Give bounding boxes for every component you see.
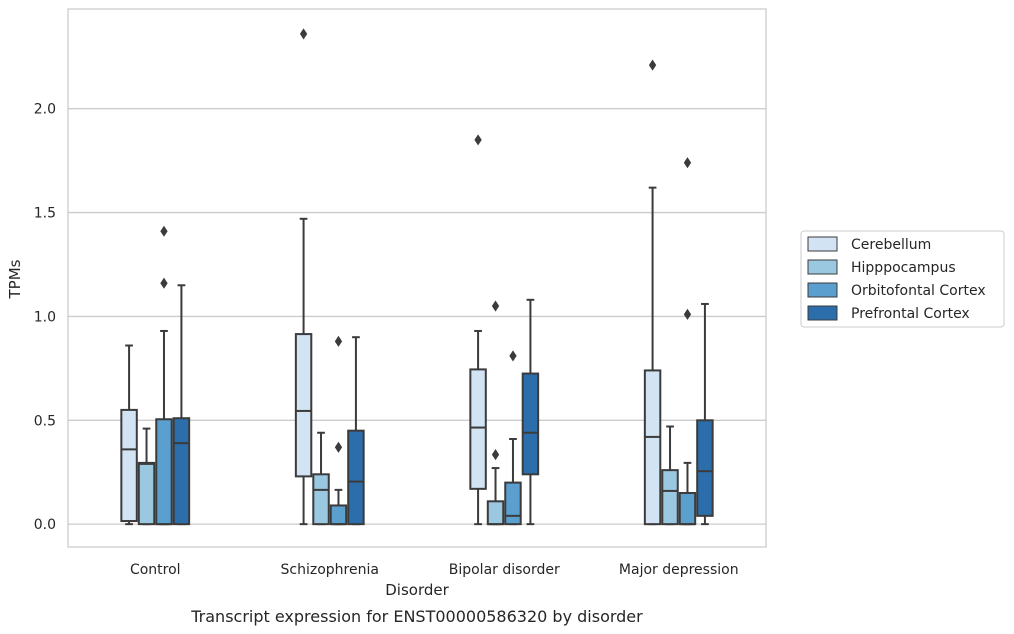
box [155, 225, 173, 526]
x-tick-label: Control [130, 562, 181, 578]
outlier-point [683, 157, 692, 169]
y-tick-label: 1.5 [34, 206, 56, 222]
box-body [678, 491, 697, 526]
box-body [137, 461, 156, 526]
box [643, 59, 662, 526]
legend-swatch [807, 259, 838, 275]
legend-swatch [807, 282, 838, 298]
box [521, 298, 540, 526]
box-body [469, 368, 487, 490]
box-body [172, 417, 191, 526]
outlier-point [509, 350, 517, 362]
legend-label: Orbitofontal Cortex [851, 283, 986, 299]
outlier-point [474, 134, 482, 146]
outlier-point [334, 441, 343, 453]
box [294, 28, 313, 526]
x-tick-label: Bipolar disorder [449, 562, 560, 578]
box [172, 284, 191, 526]
y-tick-label: 0.5 [34, 413, 56, 429]
legend-swatch [807, 305, 838, 321]
x-axis-label: Disorder [385, 581, 449, 599]
box-body [643, 369, 662, 526]
box [312, 431, 330, 526]
box-body [504, 481, 522, 526]
box-body [120, 408, 138, 523]
box [661, 425, 679, 526]
box [486, 300, 505, 526]
legend-frame [800, 230, 1005, 328]
y-tick-label: 2.0 [34, 102, 56, 118]
x-tick-label: Major depression [619, 562, 739, 578]
box-body [329, 504, 348, 526]
outlier-point [334, 335, 343, 347]
legend: Cerebellum Hipppocampus Orbitofontal Corte… [800, 230, 1005, 328]
y-axis-label: TPMs [6, 259, 24, 299]
box [347, 336, 365, 526]
y-tick-labels: 0.0 0.5 1.0 1.5 2.0 [34, 102, 56, 533]
box [329, 335, 348, 526]
box-body [521, 372, 540, 476]
box [504, 350, 522, 526]
box [696, 302, 714, 526]
y-tick-label: 0.0 [34, 517, 56, 533]
x-tick-labels: Control Schizophrenia Bipolar disorder Majo… [130, 562, 739, 578]
outlier-point [160, 277, 168, 289]
box-body [312, 473, 330, 526]
legend-label: Hipppocampus [851, 260, 956, 276]
box-body [347, 429, 365, 526]
legend-swatch [807, 236, 838, 252]
legend-label: Prefrontal Cortex [851, 306, 970, 322]
box [469, 134, 487, 526]
box-body [155, 418, 173, 526]
box-body [661, 469, 679, 526]
plot-frame [67, 8, 767, 548]
outlier-point [160, 225, 168, 237]
box [120, 344, 138, 526]
outlier-point [683, 308, 692, 320]
outlier-point [299, 28, 308, 40]
outlier-point [491, 449, 500, 461]
legend-label: Cerebellum [851, 237, 931, 253]
box-body [294, 333, 313, 478]
outlier-point [648, 59, 657, 71]
box [137, 427, 156, 526]
box-body [696, 419, 714, 517]
y-tick-label: 1.0 [34, 309, 56, 325]
box [678, 157, 697, 526]
box-body [486, 500, 505, 526]
box-groups [120, 28, 714, 526]
outlier-point [491, 300, 500, 312]
x-tick-label: Schizophrenia [281, 562, 379, 578]
chart-caption: Transcript expression for ENST0000058632… [190, 607, 643, 626]
